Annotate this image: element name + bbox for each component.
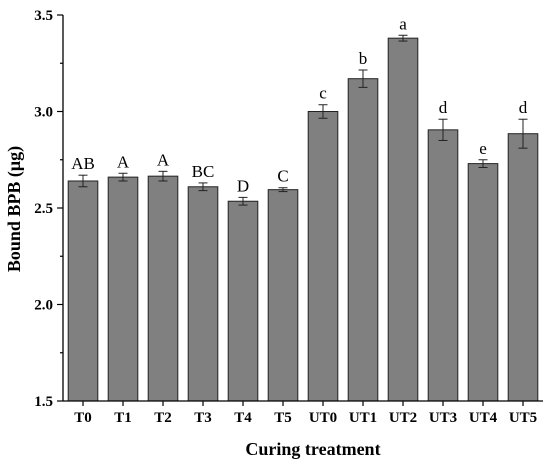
error-bar-ut2 [398, 34, 408, 42]
bar-t5 [267, 189, 299, 402]
error-bar-ut3 [438, 118, 448, 141]
x-axis-title: Curing treatment [245, 439, 380, 459]
error-bar-t5 [278, 187, 288, 193]
x-tick-label-t2: T2 [154, 410, 172, 426]
error-bar-ut1 [358, 69, 368, 88]
x-tick-label-ut2: UT2 [389, 410, 417, 426]
x-tick-label-t3: T3 [194, 410, 212, 426]
y-tick-label: 3.0 [34, 105, 53, 121]
bar-t0 [67, 180, 99, 402]
x-axis: T0 T1 T2 T3 T4 T5 UT0 UT1 UT2 UT3 UT4 UT5 [63, 400, 543, 426]
error-bar-t1 [118, 172, 128, 182]
error-bar-t0 [78, 174, 88, 188]
significance-label-t4: D [237, 176, 249, 195]
error-bar-t2 [158, 170, 168, 182]
error-bar-ut5 [518, 118, 528, 149]
significance-label-ut1: b [359, 49, 368, 68]
y-tick-label: 2.5 [34, 201, 53, 217]
x-tick-label-t0: T0 [74, 410, 92, 426]
y-tick-label: 2.0 [34, 298, 53, 314]
bar-ut4 [467, 163, 499, 402]
x-tick-label-t4: T4 [234, 410, 252, 426]
bar-ut2 [387, 37, 419, 402]
bar-t3 [187, 186, 219, 402]
significance-label-t2: A [157, 150, 170, 169]
x-tick-label-t5: T5 [274, 410, 292, 426]
bar-ut3 [427, 129, 459, 402]
bar-t1 [107, 176, 139, 402]
significance-label-ut5: d [519, 98, 528, 117]
x-tick-label-t1: T1 [114, 410, 132, 426]
significance-label-t3: BC [192, 162, 215, 181]
significance-label-ut4: e [479, 139, 487, 158]
y-axis-title: Bound BPB (μg) [4, 146, 25, 272]
bar-ut5 [507, 133, 539, 402]
significance-label-t5: C [277, 167, 288, 186]
significance-label-ut3: d [439, 98, 448, 117]
bar-t2 [147, 175, 179, 402]
significance-labels-group: AB A A BC D Cc b a d e d [71, 14, 528, 195]
x-tick-label-ut3: UT3 [429, 410, 457, 426]
x-tick-label-ut4: UT4 [469, 410, 498, 426]
error-bar-t4 [238, 196, 248, 206]
significance-label-ut0: c [319, 84, 327, 103]
significance-label-t1: A [117, 152, 130, 171]
bar-ut0 [307, 111, 339, 402]
x-tick-label-ut5: UT5 [509, 410, 537, 426]
x-tick-label-ut0: UT0 [309, 410, 337, 426]
significance-label-ut2: a [399, 14, 407, 33]
error-bar-ut4 [478, 159, 488, 168]
bar-ut1 [347, 78, 379, 402]
y-tick-label: 1.5 [34, 394, 53, 410]
error-bars-group [78, 34, 528, 206]
error-bar-t3 [198, 182, 208, 192]
y-tick-label: 3.5 [34, 8, 53, 24]
bar-t4 [227, 200, 259, 402]
error-bar-ut0 [318, 104, 328, 119]
significance-label-t0: AB [71, 154, 95, 173]
bars-group [67, 37, 539, 402]
x-tick-label-ut1: UT1 [349, 410, 377, 426]
y-axis: 1.5 2.0 2.5 3.0 3.5 [34, 8, 64, 410]
